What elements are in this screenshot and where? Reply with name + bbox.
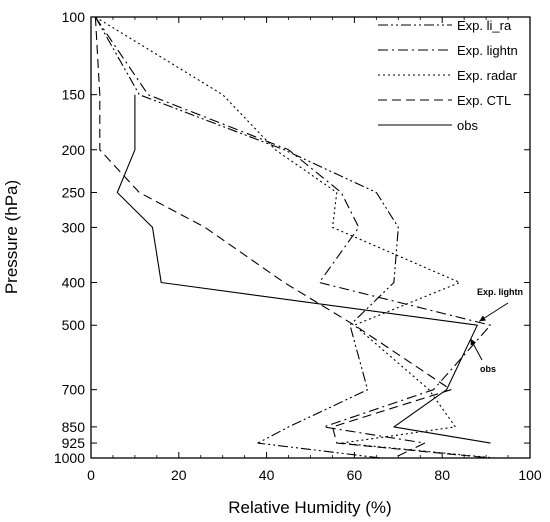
x-axis: 0 20 40 60 80 100 — [87, 17, 542, 483]
y-tick-label: 200 — [62, 142, 86, 158]
series-line — [94, 16, 399, 459]
y-tick-label: 400 — [62, 275, 86, 291]
x-tick-label: 20 — [171, 467, 187, 483]
y-tick-label: 500 — [62, 317, 86, 333]
annotations: Exp. lightn obs — [470, 287, 523, 374]
y-tick-label: 150 — [62, 87, 86, 103]
x-tick-label: 0 — [87, 467, 95, 483]
legend-label: Exp. li_ra — [457, 18, 512, 33]
plot-frame — [90, 16, 531, 459]
series-layer — [94, 16, 495, 459]
y-tick-label: 1000 — [54, 450, 85, 466]
legend-label: Exp. CTL — [457, 93, 511, 108]
x-tick-label: 40 — [259, 467, 275, 483]
annotation-arrow-head — [470, 338, 477, 346]
series-line — [95, 16, 495, 459]
y-tick-label: 925 — [62, 435, 86, 451]
y-tick-label: 700 — [62, 382, 86, 398]
y-tick-label: 250 — [62, 184, 86, 200]
legend: Exp. li_ra Exp. lightn Exp. radar Exp. CTL o… — [378, 18, 518, 133]
x-tick-label: 80 — [434, 467, 450, 483]
y-axis-title: Pressure (hPa) — [2, 180, 21, 294]
legend-label: Exp. lightn — [457, 43, 518, 58]
y-tick-label: 300 — [62, 219, 86, 235]
annotation-label: obs — [480, 364, 496, 374]
y-tick-label: 100 — [62, 9, 86, 25]
plot-border — [90, 16, 531, 459]
legend-label: obs — [457, 118, 478, 133]
annotation-arrow-head — [479, 315, 486, 322]
series-line — [94, 16, 492, 459]
x-tick-label: 100 — [518, 467, 542, 483]
series-line — [116, 94, 491, 444]
legend-label: Exp. radar — [457, 68, 518, 83]
y-tick-label: 850 — [62, 419, 86, 435]
annotation-label: Exp. lightn — [477, 287, 523, 297]
series-line — [94, 16, 491, 459]
x-tick-label: 60 — [347, 467, 363, 483]
x-axis-title: Relative Humidity (%) — [228, 498, 391, 517]
